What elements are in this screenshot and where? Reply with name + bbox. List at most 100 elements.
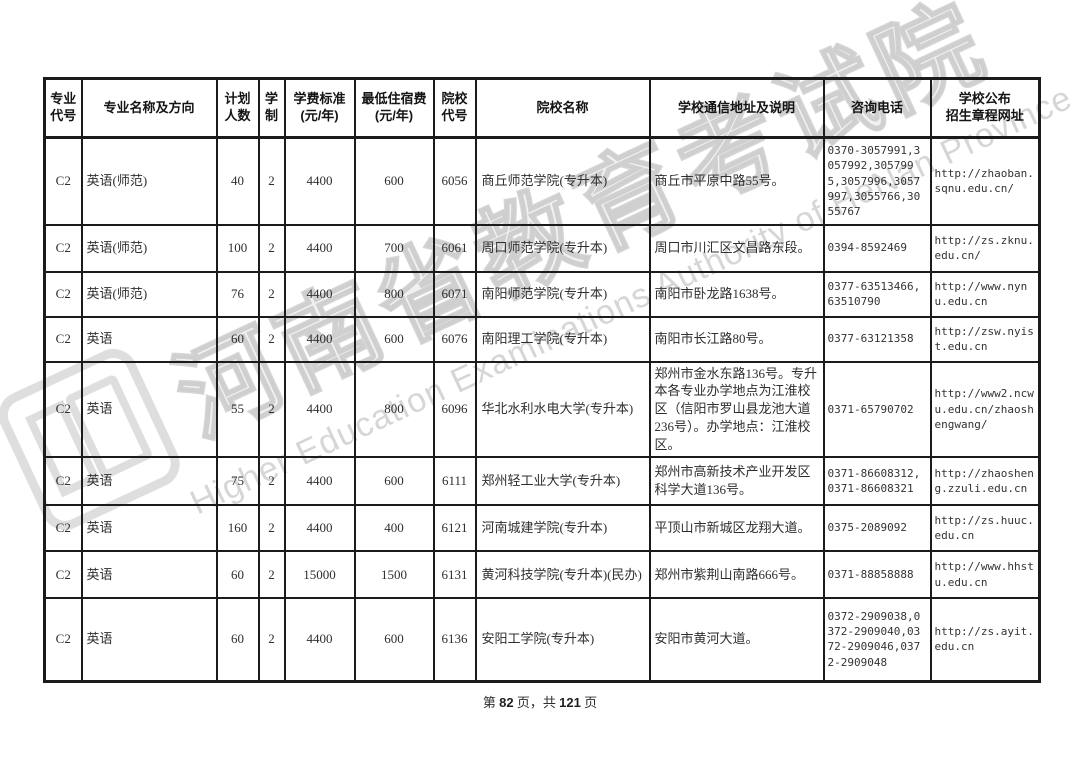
table-row: C2 英语 60 2 4400 600 6076 南阳理工学院(专升本) 南阳市长江路80号。 0… [43, 315, 1041, 363]
cell-code: C2 [43, 456, 83, 507]
cell-tuition: 4400 [283, 360, 356, 459]
cell-url: http://www.hhstu.edu.cn [929, 550, 1041, 600]
cell-plan: 60 [215, 315, 260, 363]
cell-code: C2 [43, 597, 83, 683]
table-row: C2 英语 160 2 4400 400 6121 河南城建学院(专升本) 平顶山市新城区龙翔大… [43, 504, 1041, 553]
cell-years: 2 [257, 550, 286, 600]
table-row: C2 英语 55 2 4400 800 6096 华北水利水电大学(专升本) 郑州市金水东路13… [43, 360, 1041, 459]
cell-phone: 0371-86608312,0371-86608321 [822, 456, 932, 507]
cell-college: 商丘师范学院(专升本) [474, 136, 651, 226]
cell-plan: 75 [215, 456, 260, 507]
cell-years: 2 [257, 270, 286, 318]
cell-tuition: 4400 [283, 504, 356, 553]
cell-years: 2 [257, 597, 286, 683]
cell-college: 安阳工学院(专升本) [474, 597, 651, 683]
cell-college: 周口师范学院(专升本) [474, 223, 651, 273]
footer-text-prefix: 第 [482, 695, 500, 710]
cell-major: 英语 [80, 360, 218, 459]
cell-url: http://zhaoban.sqnu.edu.cn/ [929, 136, 1041, 226]
cell-years: 2 [257, 504, 286, 553]
cell-tuition: 4400 [283, 315, 356, 363]
column-header-website: 学校公布 招生章程网址 [929, 77, 1041, 139]
cell-college_code: 6071 [432, 270, 477, 318]
column-header-tuition: 学费标准 (元/年) [283, 77, 356, 139]
cell-dorm: 600 [353, 597, 435, 683]
cell-phone: 0372-2909038,0372-2909040,0372-2909046,0… [822, 597, 932, 683]
cell-college_code: 6131 [432, 550, 477, 600]
cell-url: http://zhaosheng.zzuli.edu.cn [929, 456, 1041, 507]
cell-address: 郑州市高新技术产业开发区科学大道136号。 [648, 456, 825, 507]
page-footer: 第 82 页，共 121 页 [0, 692, 1080, 711]
table-row: C2 英语 75 2 4400 600 6111 郑州轻工业大学(专升本) 郑州市高新技术产业开… [43, 456, 1041, 507]
column-header-college-code: 院校 代号 [432, 77, 477, 139]
cell-phone: 0371-65790702 [822, 360, 932, 459]
cell-college_code: 6096 [432, 360, 477, 459]
cell-college: 郑州轻工业大学(专升本) [474, 456, 651, 507]
cell-phone: 0370-3057991,3057992,3057995,3057996,305… [822, 136, 932, 226]
footer-text-middle: 页，共 [513, 695, 560, 710]
cell-url: http://zs.zknu.edu.cn/ [929, 223, 1041, 273]
column-header-address: 学校通信地址及说明 [648, 77, 825, 139]
cell-dorm: 800 [353, 360, 435, 459]
cell-years: 2 [257, 136, 286, 226]
cell-phone: 0394-8592469 [822, 223, 932, 273]
cell-code: C2 [43, 223, 83, 273]
cell-college: 黄河科技学院(专升本)(民办) [474, 550, 651, 600]
table-header-row: 专业 代号 专业名称及方向 计划 人数 学 制 学费标准 (元/年) 最低住宿费… [43, 77, 1041, 139]
cell-college_code: 6121 [432, 504, 477, 553]
cell-code: C2 [43, 550, 83, 600]
cell-years: 2 [257, 315, 286, 363]
column-header-major-code: 专业 代号 [43, 77, 83, 139]
column-header-plan-count: 计划 人数 [215, 77, 260, 139]
cell-tuition: 4400 [283, 456, 356, 507]
cell-address: 郑州市金水东路136号。专升本各专业办学地点为江淮校区（信阳市罗山县龙池大道23… [648, 360, 825, 459]
cell-tuition: 4400 [283, 136, 356, 226]
cell-dorm: 600 [353, 136, 435, 226]
cell-address: 商丘市平原中路55号。 [648, 136, 825, 226]
cell-dorm: 800 [353, 270, 435, 318]
cell-address: 南阳市卧龙路1638号。 [648, 270, 825, 318]
cell-college_code: 6061 [432, 223, 477, 273]
cell-code: C2 [43, 136, 83, 226]
cell-phone: 0375-2089092 [822, 504, 932, 553]
cell-address: 安阳市黄河大道。 [648, 597, 825, 683]
table-row: C2 英语(师范) 100 2 4400 700 6061 周口师范学院(专升本) 周口市川汇区… [43, 223, 1041, 273]
cell-college_code: 6076 [432, 315, 477, 363]
cell-major: 英语 [80, 550, 218, 600]
cell-years: 2 [257, 360, 286, 459]
table-body: C2 英语(师范) 40 2 4400 600 6056 商丘师范学院(专升本) 商丘市平原中路… [43, 136, 1041, 683]
cell-major: 英语 [80, 456, 218, 507]
column-header-major-name: 专业名称及方向 [80, 77, 218, 139]
cell-phone: 0377-63513466,63510790 [822, 270, 932, 318]
cell-dorm: 400 [353, 504, 435, 553]
cell-years: 2 [257, 223, 286, 273]
cell-url: http://www.nynu.edu.cn [929, 270, 1041, 318]
cell-plan: 60 [215, 550, 260, 600]
cell-dorm: 600 [353, 456, 435, 507]
footer-text-suffix: 页 [580, 695, 598, 710]
cell-college_code: 6111 [432, 456, 477, 507]
cell-tuition: 4400 [283, 597, 356, 683]
cell-plan: 40 [215, 136, 260, 226]
column-header-dorm-fee: 最低住宿费 (元/年) [353, 77, 435, 139]
table-row: C2 英语 60 2 15000 1500 6131 黄河科技学院(专升本)(民办) 郑州市紫荆… [43, 550, 1041, 600]
total-pages: 121 [559, 695, 581, 710]
cell-url: http://zsw.nyist.edu.cn [929, 315, 1041, 363]
cell-address: 平顶山市新城区龙翔大道。 [648, 504, 825, 553]
cell-url: http://zs.ayit.edu.cn [929, 597, 1041, 683]
cell-college_code: 6136 [432, 597, 477, 683]
cell-college_code: 6056 [432, 136, 477, 226]
cell-plan: 60 [215, 597, 260, 683]
cell-plan: 160 [215, 504, 260, 553]
cell-url: http://www2.ncwu.edu.cn/zhaoshengwang/ [929, 360, 1041, 459]
cell-college: 南阳理工学院(专升本) [474, 315, 651, 363]
cell-college: 南阳师范学院(专升本) [474, 270, 651, 318]
cell-code: C2 [43, 270, 83, 318]
cell-tuition: 15000 [283, 550, 356, 600]
table-row: C2 英语(师范) 76 2 4400 800 6071 南阳师范学院(专升本) 南阳市卧龙路1… [43, 270, 1041, 318]
cell-dorm: 600 [353, 315, 435, 363]
cell-plan: 100 [215, 223, 260, 273]
cell-college: 河南城建学院(专升本) [474, 504, 651, 553]
admissions-table: 专业 代号 专业名称及方向 计划 人数 学 制 学费标准 (元/年) 最低住宿费… [43, 77, 1041, 683]
cell-url: http://zs.huuc.edu.cn [929, 504, 1041, 553]
